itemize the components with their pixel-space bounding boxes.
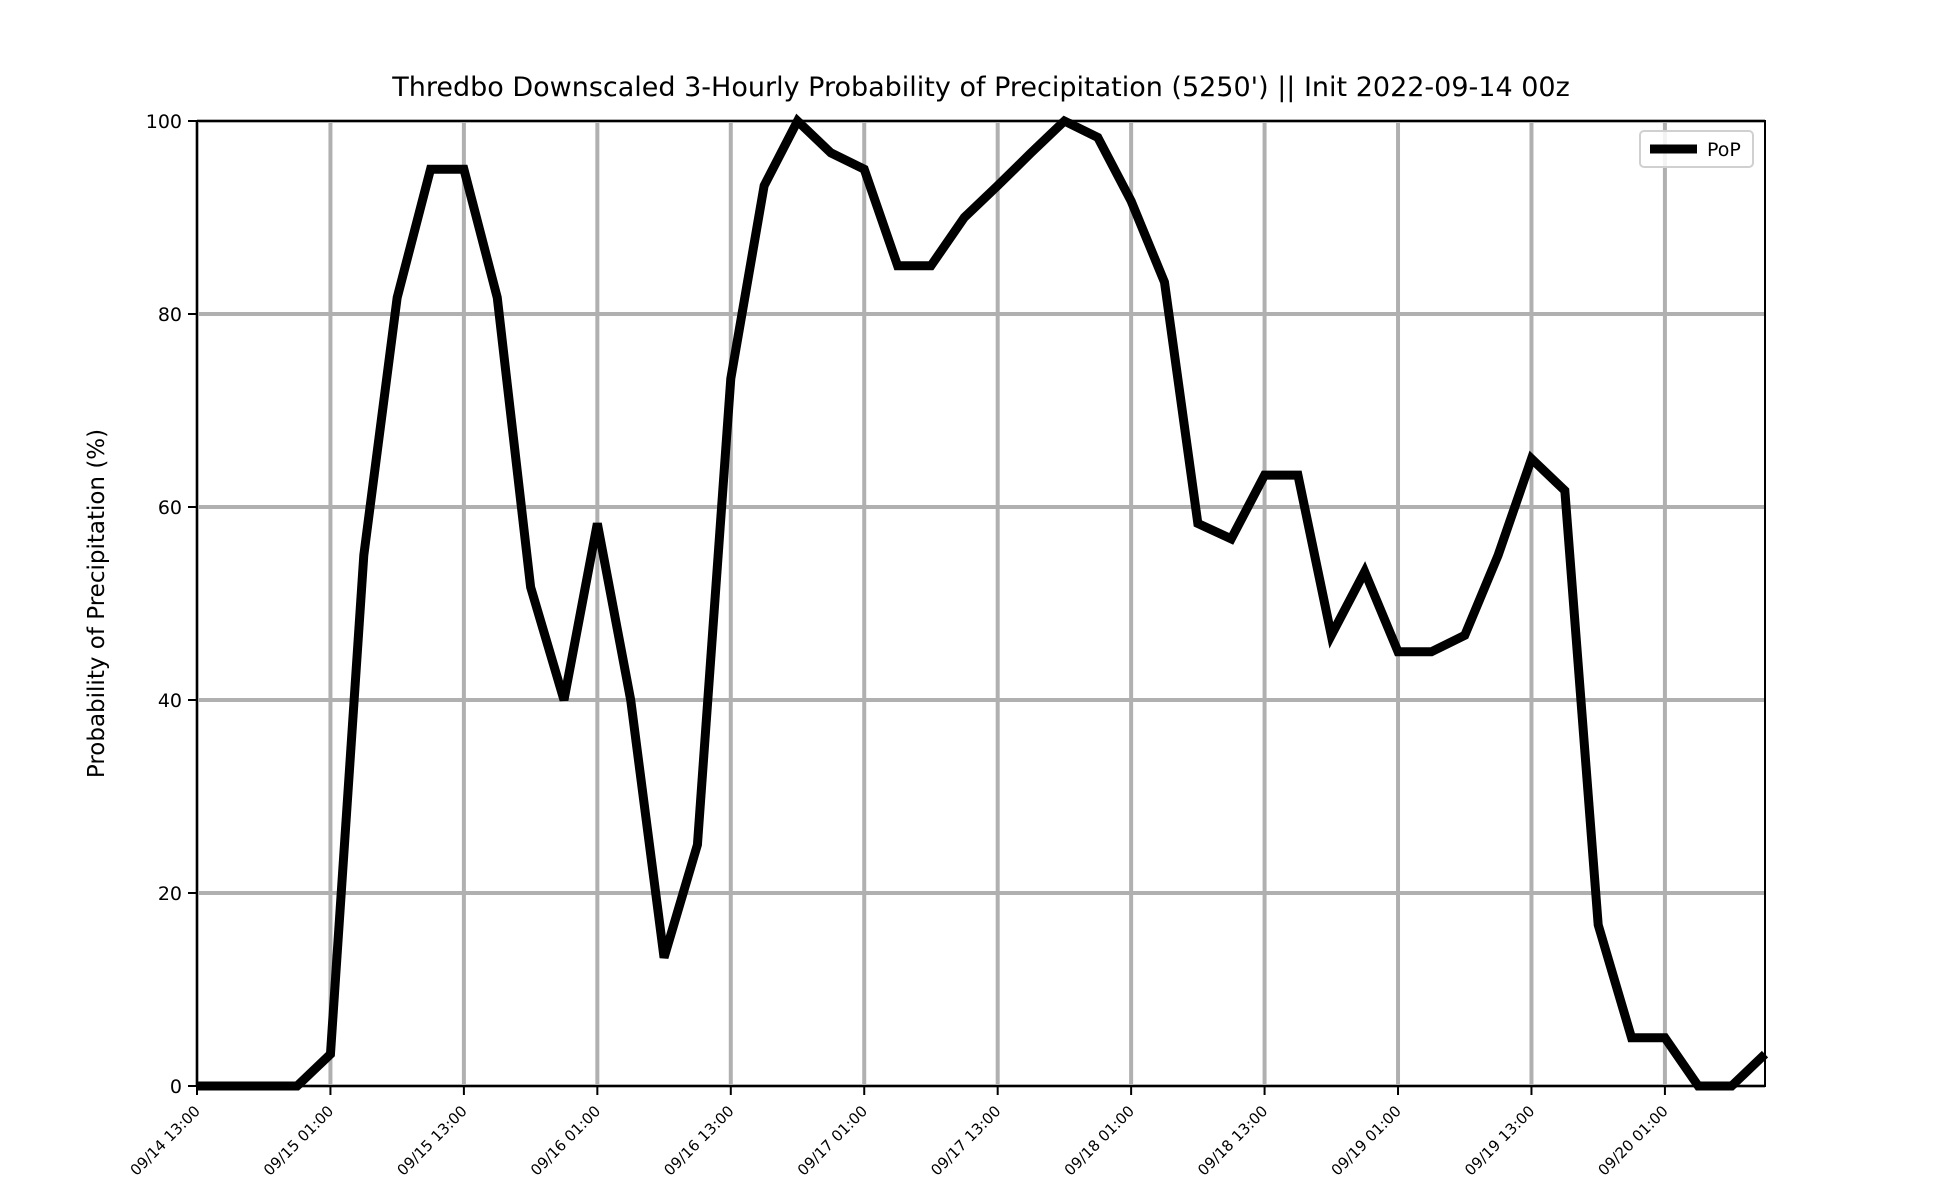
x-tick-label: 09/20 01:00 — [1595, 1102, 1672, 1179]
x-tick-label: 09/18 01:00 — [1061, 1102, 1138, 1179]
y-tick-label: 100 — [146, 111, 182, 133]
series-line-pop — [197, 113, 1769, 1091]
x-tick-label: 09/15 01:00 — [260, 1102, 337, 1179]
x-tick-label: 09/19 13:00 — [1461, 1102, 1538, 1179]
y-tick-label: 60 — [158, 497, 182, 519]
y-tick-label: 40 — [158, 690, 182, 712]
y-axis-label: Probability of Precipitation (%) — [84, 429, 110, 778]
x-tick-label: 09/17 13:00 — [927, 1102, 1004, 1179]
grid-lines — [195, 119, 1765, 1088]
y-tick-label: 0 — [170, 1076, 182, 1098]
plot-frame — [196, 120, 1766, 1087]
x-tick-label: 09/18 13:00 — [1194, 1102, 1271, 1179]
y-tick-label: 80 — [158, 304, 182, 326]
x-tick-label: 09/17 01:00 — [794, 1102, 871, 1179]
x-tick-label: 09/15 13:00 — [393, 1102, 470, 1179]
x-tick-label: 09/16 13:00 — [660, 1102, 737, 1179]
chart-title: Thredbo Downscaled 3-Hourly Probability … — [391, 72, 1570, 103]
series-lines — [197, 113, 1769, 1091]
legend: PoP — [1639, 130, 1754, 168]
x-tick-label: 09/16 01:00 — [527, 1102, 604, 1179]
x-tick-label: 09/19 01:00 — [1328, 1102, 1405, 1179]
legend-label: PoP — [1707, 139, 1741, 161]
x-tick-label: 09/14 13:00 — [127, 1102, 204, 1179]
y-tick-label: 20 — [158, 883, 182, 905]
